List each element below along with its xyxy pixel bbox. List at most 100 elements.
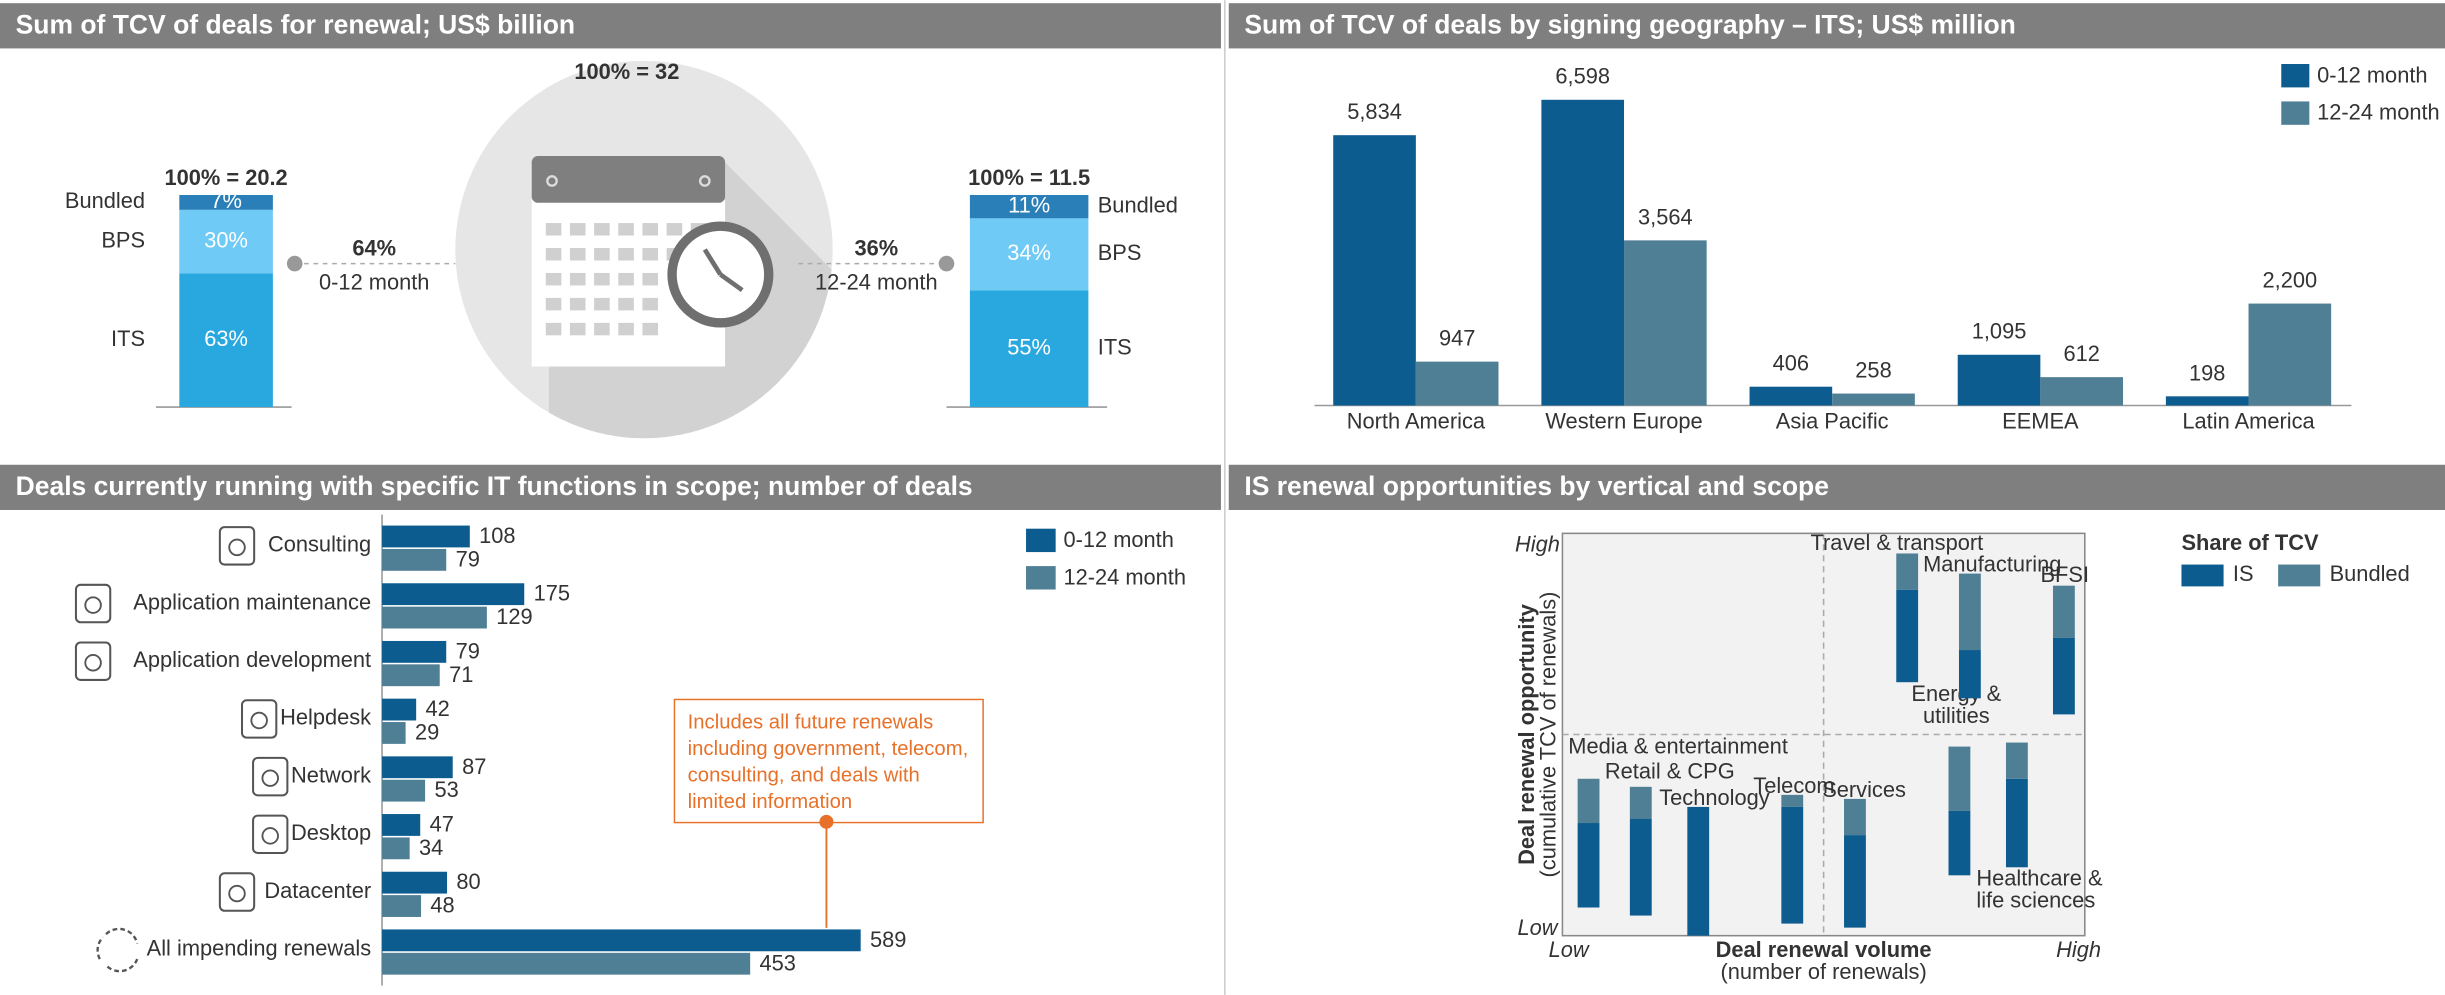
category-total: 100% = 11.5 <box>968 165 1090 190</box>
bar-segment <box>1781 807 1803 924</box>
icon <box>76 585 110 622</box>
bar <box>1832 394 1915 406</box>
legend-swatch <box>1026 529 1056 552</box>
y-tick-label: Datacenter <box>264 878 371 903</box>
calendar-cell <box>594 323 610 335</box>
bar-segment <box>1896 590 1918 683</box>
value-label: 30% <box>204 227 248 252</box>
panel-title: Deals currently running with specific IT… <box>16 471 973 501</box>
bar <box>2040 377 2123 405</box>
panel-title: IS renewal opportunities by vertical and… <box>1244 471 1829 501</box>
bar <box>382 895 421 917</box>
bar <box>1416 362 1499 406</box>
calendar-cell <box>642 273 658 285</box>
calendar-cell <box>618 273 634 285</box>
calendar-cell <box>642 223 658 235</box>
bar <box>1624 240 1707 405</box>
bar <box>382 607 487 629</box>
bar <box>1958 355 2041 406</box>
dashboard: Includes all future renewals including g… <box>0 0 2445 995</box>
y-axis-sublabel: (cumulative TCV of renewals) <box>1536 592 1561 878</box>
panel-title: Sum of TCV of deals for renewal; US$ bil… <box>16 10 576 40</box>
value-label: 71 <box>449 662 473 687</box>
value-label: 79 <box>456 638 480 663</box>
icon <box>253 816 287 853</box>
value-label: 453 <box>760 950 796 975</box>
y-tick-label: High <box>1515 532 1560 557</box>
bar <box>382 780 425 802</box>
calendar-cell <box>618 298 634 310</box>
bar-segment <box>1844 835 1866 928</box>
value-label: 80 <box>456 869 480 894</box>
value-label: 29 <box>415 720 439 745</box>
category-label: 12-24 month <box>815 270 938 295</box>
calendar-cell <box>618 323 634 335</box>
category-total: 100% = 20.2 <box>164 165 287 190</box>
icon <box>220 873 254 910</box>
bar <box>382 872 447 894</box>
bar <box>382 756 453 778</box>
value-label: 5,834 <box>1347 99 1402 124</box>
bar-segment <box>1949 747 1971 811</box>
x-axis-sublabel: (number of renewals) <box>1720 959 1926 984</box>
icon <box>253 758 287 795</box>
bar <box>382 837 410 859</box>
value-label: 406 <box>1773 351 1809 376</box>
bar <box>382 814 420 836</box>
bar <box>382 953 750 975</box>
legend-label: 0-12 month <box>2317 62 2427 87</box>
calendar-cell <box>594 298 610 310</box>
bar <box>382 583 524 605</box>
bar-segment <box>1959 650 1981 698</box>
legend-label: Bundled <box>2330 561 2410 586</box>
icon <box>262 828 278 844</box>
icon <box>85 655 101 671</box>
y-tick-label: Low <box>1517 915 1558 940</box>
segment-label: BPS <box>101 227 145 252</box>
value-label: 258 <box>1855 357 1891 382</box>
calendar-cell <box>618 223 634 235</box>
y-tick-label: Consulting <box>268 532 371 557</box>
panel-title: Sum of TCV of deals by signing geography… <box>1244 10 2016 40</box>
icon <box>229 540 245 556</box>
bar-segment <box>1630 787 1652 819</box>
value-label: 47 <box>430 812 454 837</box>
annotation-text: Includes all future renewals including g… <box>674 699 984 824</box>
bar-segment <box>1578 823 1600 907</box>
icon <box>229 886 245 902</box>
bar <box>1541 100 1624 406</box>
calendar-cell <box>667 223 683 235</box>
icon <box>98 929 138 971</box>
y-tick-label: Network <box>291 762 371 787</box>
icon <box>220 527 254 564</box>
y-tick-label: Helpdesk <box>280 705 371 730</box>
x-tick-label: High <box>2056 937 2101 962</box>
legend-label: 12-24 month <box>2317 100 2440 125</box>
icon <box>251 713 267 729</box>
y-tick-label: Application maintenance <box>133 589 371 614</box>
x-tick-label: Asia Pacific <box>1776 408 1889 433</box>
value-label: 589 <box>870 927 906 952</box>
x-tick-label: North America <box>1347 408 1486 433</box>
bar-segment <box>2006 743 2028 779</box>
legend-swatch <box>2181 565 2223 587</box>
bar <box>382 929 861 951</box>
value-label: 198 <box>2189 360 2225 385</box>
calendar-icon <box>455 61 935 468</box>
icon <box>85 597 101 613</box>
bar-segment <box>2053 586 2075 638</box>
x-tick-label: Low <box>1549 937 1590 962</box>
legend-label: IS <box>2233 561 2254 586</box>
value-label: 612 <box>2063 341 2099 366</box>
value-label: 3,564 <box>1638 204 1693 229</box>
bar <box>382 526 470 548</box>
segment-label: BPS <box>1098 240 1142 265</box>
value-label: 48 <box>430 893 454 918</box>
value-label: 6,598 <box>1555 64 1610 89</box>
calendar-cell <box>594 273 610 285</box>
y-tick-label: Application development <box>133 647 371 672</box>
item-label: Retail & CPG <box>1605 759 1735 784</box>
calendar-cell <box>594 248 610 260</box>
item-label: Services <box>1822 777 1906 802</box>
icon <box>76 643 110 680</box>
